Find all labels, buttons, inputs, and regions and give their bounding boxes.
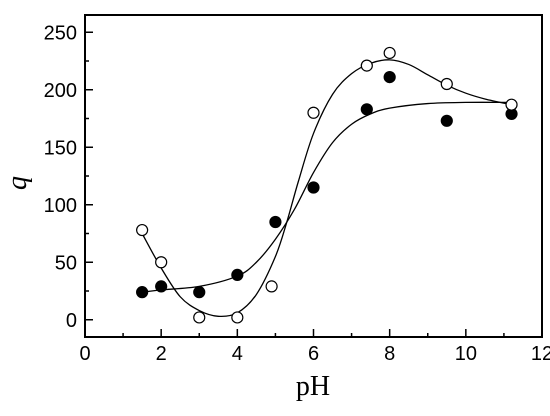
y-tick-label: 200	[44, 80, 77, 102]
x-tick-label: 4	[232, 343, 243, 365]
y-axis-title: q	[2, 176, 33, 190]
data-point	[307, 181, 320, 194]
y-tick-label: 0	[66, 310, 77, 332]
data-point	[383, 46, 396, 60]
axes	[84, 14, 543, 338]
plot-frame	[84, 14, 543, 338]
data-point	[505, 98, 518, 111]
data-point	[360, 59, 373, 72]
x-tick-label: 8	[384, 343, 395, 365]
data-point	[307, 106, 320, 119]
data-point	[265, 280, 278, 293]
series-2	[136, 46, 518, 324]
data-point	[155, 280, 168, 293]
data-point	[193, 286, 206, 299]
data-point	[193, 311, 206, 324]
data-point	[360, 103, 373, 116]
x-tick-label: 6	[308, 343, 319, 365]
y-tick-label: 100	[44, 195, 77, 217]
fit-curve	[141, 59, 512, 318]
data-point	[231, 268, 244, 281]
data-point	[383, 70, 396, 84]
data-point	[231, 311, 244, 324]
y-tick-label: 50	[55, 252, 77, 274]
x-axis-title: pH	[296, 371, 330, 402]
x-tick-label: 12	[531, 343, 550, 365]
y-tick-label: 150	[44, 137, 77, 159]
y-tick-label: 250	[44, 22, 77, 44]
x-tick-label: 0	[79, 343, 90, 365]
plot-area	[136, 46, 518, 324]
x-tick-label: 2	[156, 343, 167, 365]
data-point	[136, 286, 149, 299]
data-point	[155, 256, 168, 269]
y-axis-ticks: 0 50 100 150 200 250	[44, 22, 93, 332]
data-point	[136, 223, 149, 237]
series-1	[136, 70, 518, 299]
fit-curve	[142, 101, 512, 293]
data-point	[440, 114, 453, 127]
x-tick-label: 10	[455, 343, 477, 365]
data-point	[440, 77, 453, 91]
data-point	[269, 215, 282, 229]
x-axis-ticks: 0 2 4 6 8 10 12	[79, 329, 550, 365]
